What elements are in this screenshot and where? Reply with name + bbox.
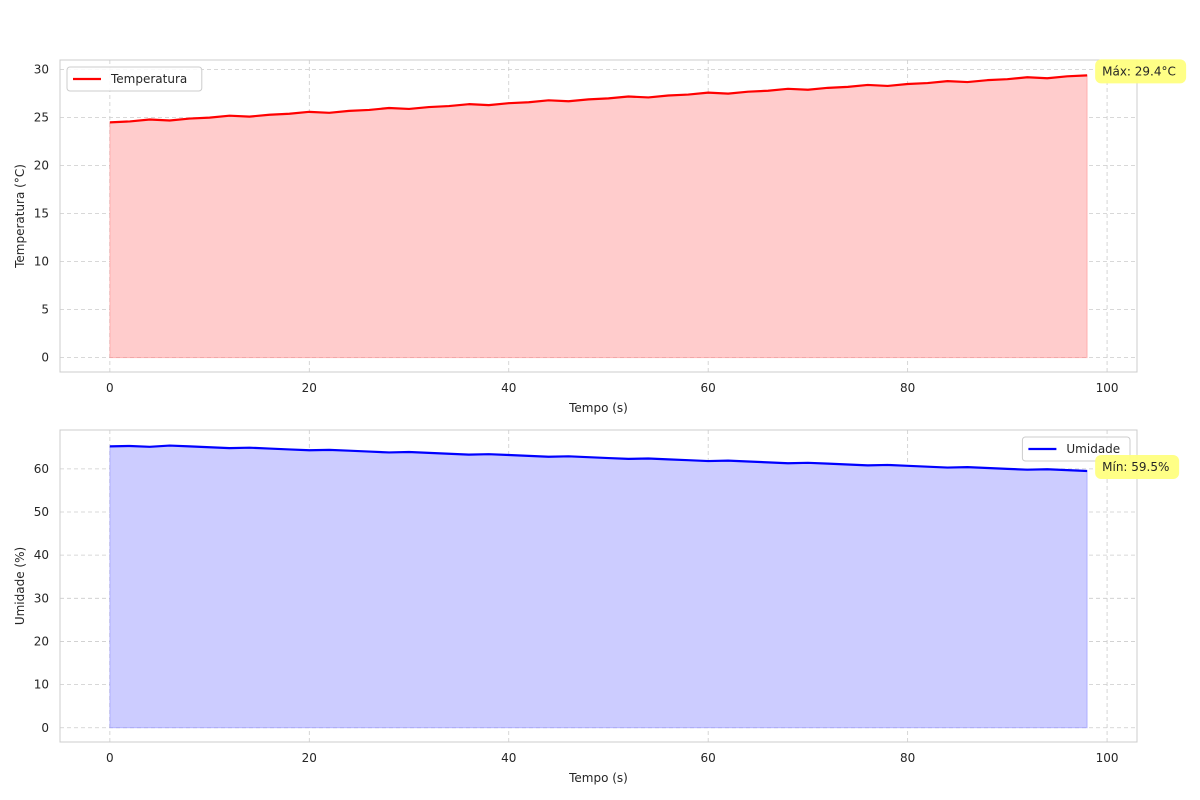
- humidity-annotation-box: [1095, 454, 1180, 479]
- temperature-annotation-box: [1095, 59, 1187, 84]
- humidity-annotation: Mín: 59.5%: [1095, 454, 1180, 479]
- temperature-x-tick-label: 60: [701, 381, 716, 395]
- temperature-x-tick-label: 80: [900, 381, 915, 395]
- temperature-annotation-text: Máx: 29.4°C: [1102, 64, 1176, 78]
- humidity-series-line: [109, 444, 1088, 473]
- humidity-x-tick-label: 0: [106, 751, 114, 765]
- temperature-legend-box: [66, 66, 203, 92]
- temperature-x-tick-label: 40: [501, 381, 516, 395]
- humidity-y-tick-label: 60: [34, 462, 49, 476]
- humidity-x-axis-label: Tempo (s): [568, 771, 628, 785]
- temperature-y-tick-label: 30: [34, 63, 49, 77]
- humidity-y-tick-label: 30: [34, 591, 49, 605]
- temperature-x-axis-label: Tempo (s): [568, 401, 628, 415]
- humidity-legend-label: Umidade: [1066, 442, 1120, 456]
- humidity-area-fill: [109, 445, 1088, 729]
- temperature-x-tick-label: 100: [1096, 381, 1119, 395]
- temperature-x-tick-label: 20: [302, 381, 317, 395]
- humidity-x-tick-label: 60: [701, 751, 716, 765]
- humidity-annotation-text: Mín: 59.5%: [1102, 460, 1169, 474]
- humidity-y-tick-label: 40: [34, 548, 49, 562]
- temperature-legend-label: Temperatura: [110, 72, 187, 86]
- humidity-chart: 0 20 40 60 80 100 0 10 20 30 40 50 60 Tempo (s) Umidad…: [13, 429, 1180, 785]
- humidity-y-tick-label: 0: [41, 721, 49, 735]
- temperature-annotation: Máx: 29.4°C: [1095, 59, 1187, 84]
- temperature-axes-frame: [59, 59, 1138, 373]
- temperature-y-tick-label: 20: [34, 159, 49, 173]
- temperature-area-fill: [109, 74, 1088, 359]
- temperature-y-tick-label: 25: [34, 111, 49, 125]
- humidity-x-tick-label: 80: [900, 751, 915, 765]
- humidity-y-tick-label: 10: [34, 678, 49, 692]
- temperature-y-tick-label: 0: [41, 351, 49, 365]
- temperature-y-axis-label: Temperatura (°C): [13, 164, 27, 269]
- humidity-y-tick-label: 50: [34, 505, 49, 519]
- humidity-axes-frame: [59, 429, 1138, 743]
- temperature-legend: Temperatura: [66, 66, 203, 92]
- temperature-series-line: [109, 74, 1088, 124]
- humidity-x-tick-label: 20: [302, 751, 317, 765]
- humidity-x-tick-label: 100: [1096, 751, 1119, 765]
- humidity-y-tick-label: 20: [34, 634, 49, 648]
- temperature-y-tick-label: 10: [34, 255, 49, 269]
- humidity-y-axis-label: Umidade (%): [13, 547, 27, 625]
- temperature-chart: 0 20 40 60 80 100 0 5 10 15 20 25 30 Tempo (s) Tempera…: [13, 59, 1187, 415]
- temperature-x-tick-label: 0: [106, 381, 114, 395]
- temperature-y-tick-label: 15: [34, 207, 49, 221]
- temperature-y-tick-label: 5: [41, 303, 49, 317]
- humidity-x-tick-label: 40: [501, 751, 516, 765]
